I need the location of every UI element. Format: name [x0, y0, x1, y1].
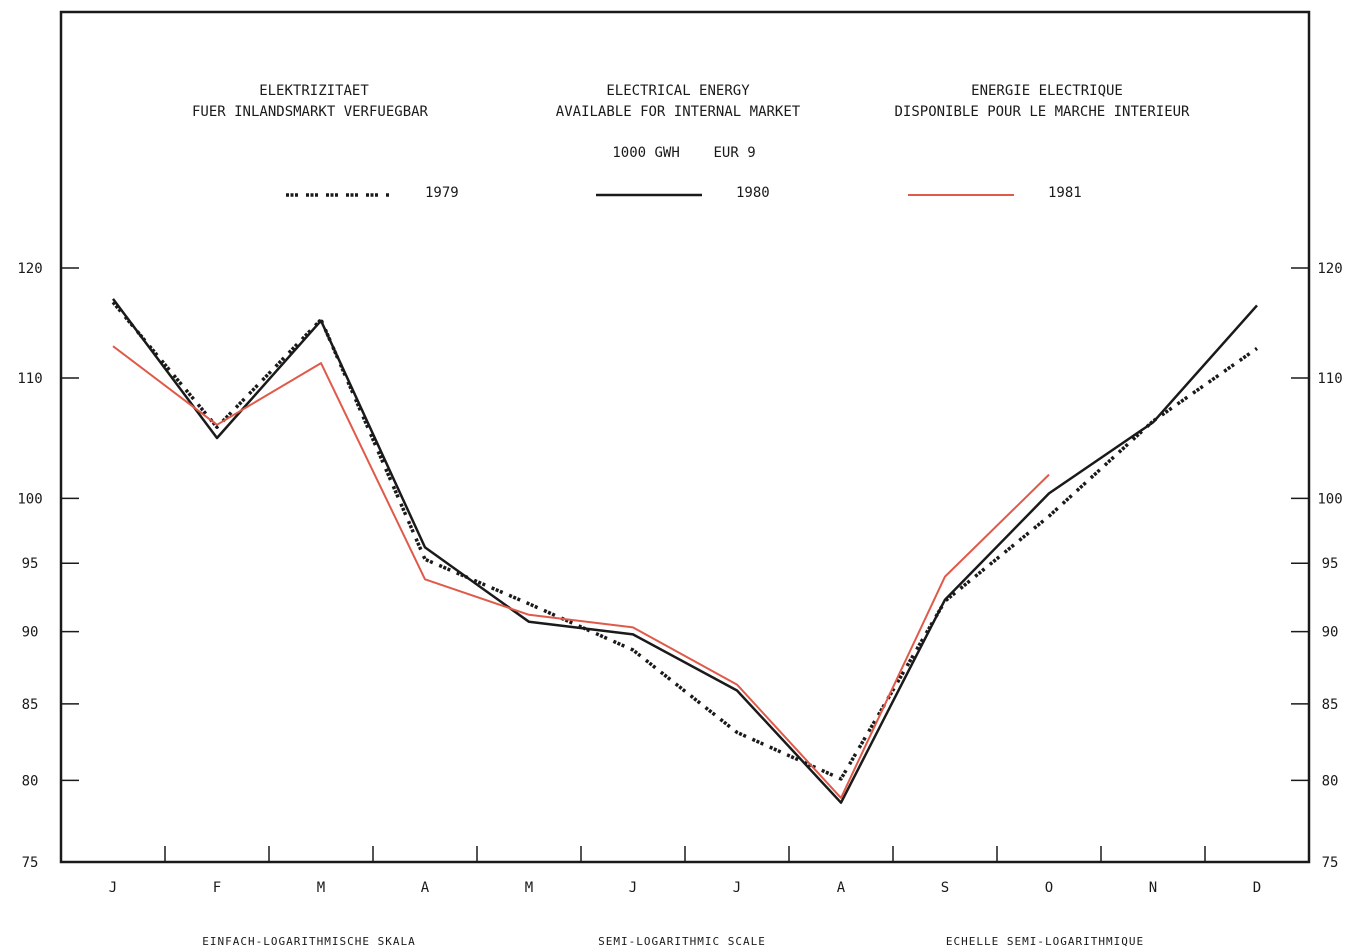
unit-label: 1000 GWH EUR 9	[612, 145, 755, 161]
x-tick-label-3: A	[421, 880, 430, 896]
title-en: ELECTRICAL ENERGY	[606, 83, 750, 99]
y-tick-label-left-110: 110	[17, 371, 42, 387]
legend-label-1979: 1979	[425, 185, 459, 201]
x-tick-label-4: M	[525, 880, 533, 896]
x-tick-label-5: J	[629, 880, 637, 896]
y-tick-label-right-100: 100	[1317, 491, 1342, 507]
y-axis-left: 75 80 85 90 95 100 110 120	[17, 261, 79, 871]
y-tick-label-left-80: 80	[22, 773, 39, 789]
y-tick-label-right-80: 80	[1322, 773, 1339, 789]
footer-de: EINFACH-LOGARITHMISCHE SKALA	[202, 935, 415, 948]
y-tick-label-left-90: 90	[22, 625, 39, 641]
title-de: ELEKTRIZITAET	[259, 83, 369, 99]
series-line-1981	[112, 345, 1050, 799]
legend-label-1980: 1980	[736, 185, 770, 201]
x-tick-label-1: F	[213, 880, 221, 896]
x-tick-label-2: M	[317, 880, 325, 896]
y-tick-label-right-95: 95	[1322, 556, 1339, 572]
x-tick-label-7: A	[837, 880, 846, 896]
y-tick-label-right-90: 90	[1322, 625, 1339, 641]
y-tick-label-left-75: 75	[22, 855, 39, 871]
y-tick-label-left-100: 100	[17, 491, 42, 507]
y-tick-label-right-120: 120	[1317, 261, 1342, 277]
plot-frame	[59, 10, 1311, 864]
x-tick-label-8: S	[941, 880, 949, 896]
series-layer	[111, 298, 1259, 804]
legend-label-1981: 1981	[1048, 185, 1082, 201]
x-tick-label-9: O	[1045, 880, 1053, 896]
series-line-1979	[111, 301, 1259, 781]
footer-en: SEMI-LOGARITHMIC SCALE	[598, 935, 766, 948]
y-tick-label-left-95: 95	[22, 556, 39, 572]
y-axis-right: 75 80 85 90 95 100 110 120	[1291, 261, 1343, 871]
subtitle-en: AVAILABLE FOR INTERNAL MARKET	[556, 104, 801, 120]
x-tick-label-0: J	[109, 880, 117, 896]
y-tick-label-right-85: 85	[1322, 697, 1339, 713]
y-tick-label-left-120: 120	[17, 261, 42, 277]
y-tick-label-right-75: 75	[1322, 855, 1339, 871]
subtitle-fr: DISPONIBLE POUR LE MARCHE INTERIEUR	[894, 104, 1190, 120]
series-line-1980	[111, 298, 1258, 804]
subtitle-de: FUER INLANDSMARKT VERFUEGBAR	[192, 104, 429, 120]
y-tick-label-left-85: 85	[22, 697, 39, 713]
x-tick-label-6: J	[733, 880, 741, 896]
footer-fr: ECHELLE SEMI-LOGARITHMIQUE	[946, 935, 1144, 948]
legend: 1979 1980 1981	[286, 185, 1082, 201]
y-tick-label-right-110: 110	[1317, 371, 1342, 387]
x-tick-label-11: D	[1253, 880, 1261, 896]
title-fr: ENERGIE ELECTRIQUE	[971, 83, 1123, 99]
x-tick-label-10: N	[1149, 880, 1157, 896]
